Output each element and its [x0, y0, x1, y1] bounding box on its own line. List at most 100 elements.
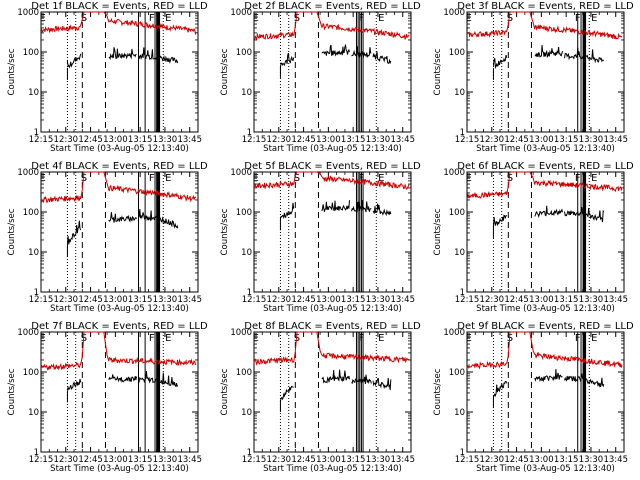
y-tick-label: 100: [449, 208, 465, 218]
y-tick-label: 1000: [443, 328, 465, 338]
region-marker-e: E: [378, 13, 384, 24]
events-series-line: [564, 373, 585, 383]
x-tick-label: 13:00: [316, 295, 341, 305]
detector-panel: Det 2f BLACK = Events, RED = LLD 1 10 100 10…: [220, 1, 421, 154]
x-tick-label: 13:30: [366, 295, 391, 305]
y-tick-label: 1000: [17, 328, 39, 338]
events-series-line: [492, 380, 508, 398]
y-tick-label: 100: [23, 48, 39, 58]
x-tick-label: 13:00: [529, 135, 554, 145]
y-axis-label: Counts/sec: [433, 48, 443, 95]
x-tick-label: 13:15: [554, 295, 579, 305]
events-series-line: [372, 51, 392, 65]
y-axis-label: Counts/sec: [7, 48, 17, 95]
plot-frame: [253, 331, 412, 453]
region-marker-s: S: [294, 333, 300, 344]
x-tick-label: 12:30: [480, 455, 505, 465]
x-tick-label: 13:30: [579, 455, 604, 465]
y-tick-label: 1: [460, 288, 465, 298]
region-marker-e: E: [252, 13, 258, 24]
y-tick-label: 1000: [230, 168, 252, 178]
events-series-line: [585, 377, 605, 388]
x-tick-label: 13:45: [390, 455, 415, 465]
panel-title: Det 6f BLACK = Events, RED = LLD: [457, 161, 634, 172]
region-marker-e: E: [165, 333, 171, 344]
y-tick-label: 1: [34, 448, 39, 458]
panel-title: Det 5f BLACK = Events, RED = LLD: [244, 161, 421, 172]
events-series-line: [534, 369, 563, 383]
x-axis-label: Start Time (03-Aug-05 12:13:40): [476, 464, 615, 474]
lld-series-line: [40, 11, 197, 36]
plot-frame: [40, 331, 199, 453]
events-series-line: [492, 214, 508, 228]
events-series-line: [159, 55, 179, 64]
x-tick-label: 12:45: [78, 455, 103, 465]
region-marker-f: F: [575, 13, 581, 24]
x-axis-label: Start Time (03-Aug-05 12:13:40): [50, 144, 189, 154]
y-tick-label: 100: [23, 368, 39, 378]
panel-title: Det 4f BLACK = Events, RED = LLD: [31, 161, 208, 172]
events-series-line: [108, 212, 137, 223]
y-tick-label: 100: [23, 208, 39, 218]
region-marker-e: E: [252, 173, 258, 184]
y-tick-label: 10: [241, 408, 252, 418]
x-tick-label: 13:00: [529, 455, 554, 465]
x-tick-label: 13:15: [128, 135, 153, 145]
events-series-line: [351, 374, 372, 385]
x-tick-label: 12:30: [267, 135, 292, 145]
x-tick-label: 12:15: [29, 135, 54, 145]
region-marker-e: E: [252, 333, 258, 344]
events-series-line: [564, 47, 585, 61]
x-tick-label: 13:00: [103, 455, 128, 465]
plot-frame: [466, 11, 625, 133]
plot-frame: [466, 331, 625, 453]
region-marker-f: F: [149, 333, 155, 344]
plot-frame: [40, 11, 199, 133]
region-marker-s: S: [507, 173, 513, 184]
y-tick-label: 100: [236, 48, 252, 58]
panel-title: Det 7f BLACK = Events, RED = LLD: [31, 321, 208, 332]
x-axis-label: Start Time (03-Aug-05 12:13:40): [50, 304, 189, 314]
y-axis-label: Counts/sec: [433, 208, 443, 255]
detector-panel: Det 1f BLACK = Events, RED = LLD 1 10 100 10…: [7, 1, 208, 154]
events-series-line: [585, 208, 605, 223]
y-tick-label: 100: [236, 208, 252, 218]
y-tick-label: 10: [28, 408, 39, 418]
y-tick-label: 1: [460, 448, 465, 458]
x-tick-label: 13:30: [366, 455, 391, 465]
events-series-line: [138, 371, 159, 384]
detector-panel: Det 6f BLACK = Events, RED = LLD 1 10 100 10…: [433, 161, 634, 314]
x-tick-label: 12:15: [29, 455, 54, 465]
region-marker-s: S: [507, 13, 513, 24]
lld-series-line: [253, 11, 410, 42]
x-axis-label: Start Time (03-Aug-05 12:13:40): [263, 144, 402, 154]
x-tick-label: 13:15: [128, 455, 153, 465]
events-series-line: [585, 49, 605, 64]
x-tick-label: 12:30: [54, 455, 79, 465]
y-tick-label: 1: [247, 288, 252, 298]
x-tick-label: 13:00: [316, 135, 341, 145]
y-tick-label: 10: [28, 248, 39, 258]
x-tick-label: 13:15: [554, 455, 579, 465]
events-series-line: [108, 374, 137, 383]
region-marker-f: F: [575, 173, 581, 184]
lld-series-line: [41, 171, 197, 204]
events-series-line: [108, 47, 137, 61]
region-marker-e: E: [591, 333, 597, 344]
region-marker-e: E: [39, 13, 45, 24]
x-tick-label: 13:00: [103, 135, 128, 145]
region-marker-e: E: [465, 13, 471, 24]
y-tick-label: 10: [454, 408, 465, 418]
x-tick-label: 12:45: [504, 135, 529, 145]
y-tick-label: 1000: [230, 8, 252, 18]
x-tick-label: 13:45: [390, 295, 415, 305]
y-tick-label: 10: [241, 88, 252, 98]
y-tick-label: 1: [247, 128, 252, 138]
lld-series-line: [40, 331, 197, 371]
lld-series-line: [253, 171, 410, 190]
y-tick-label: 1: [34, 288, 39, 298]
x-tick-label: 12:45: [291, 135, 316, 145]
x-axis-label: Start Time (03-Aug-05 12:13:40): [50, 464, 189, 474]
x-tick-label: 12:45: [291, 295, 316, 305]
